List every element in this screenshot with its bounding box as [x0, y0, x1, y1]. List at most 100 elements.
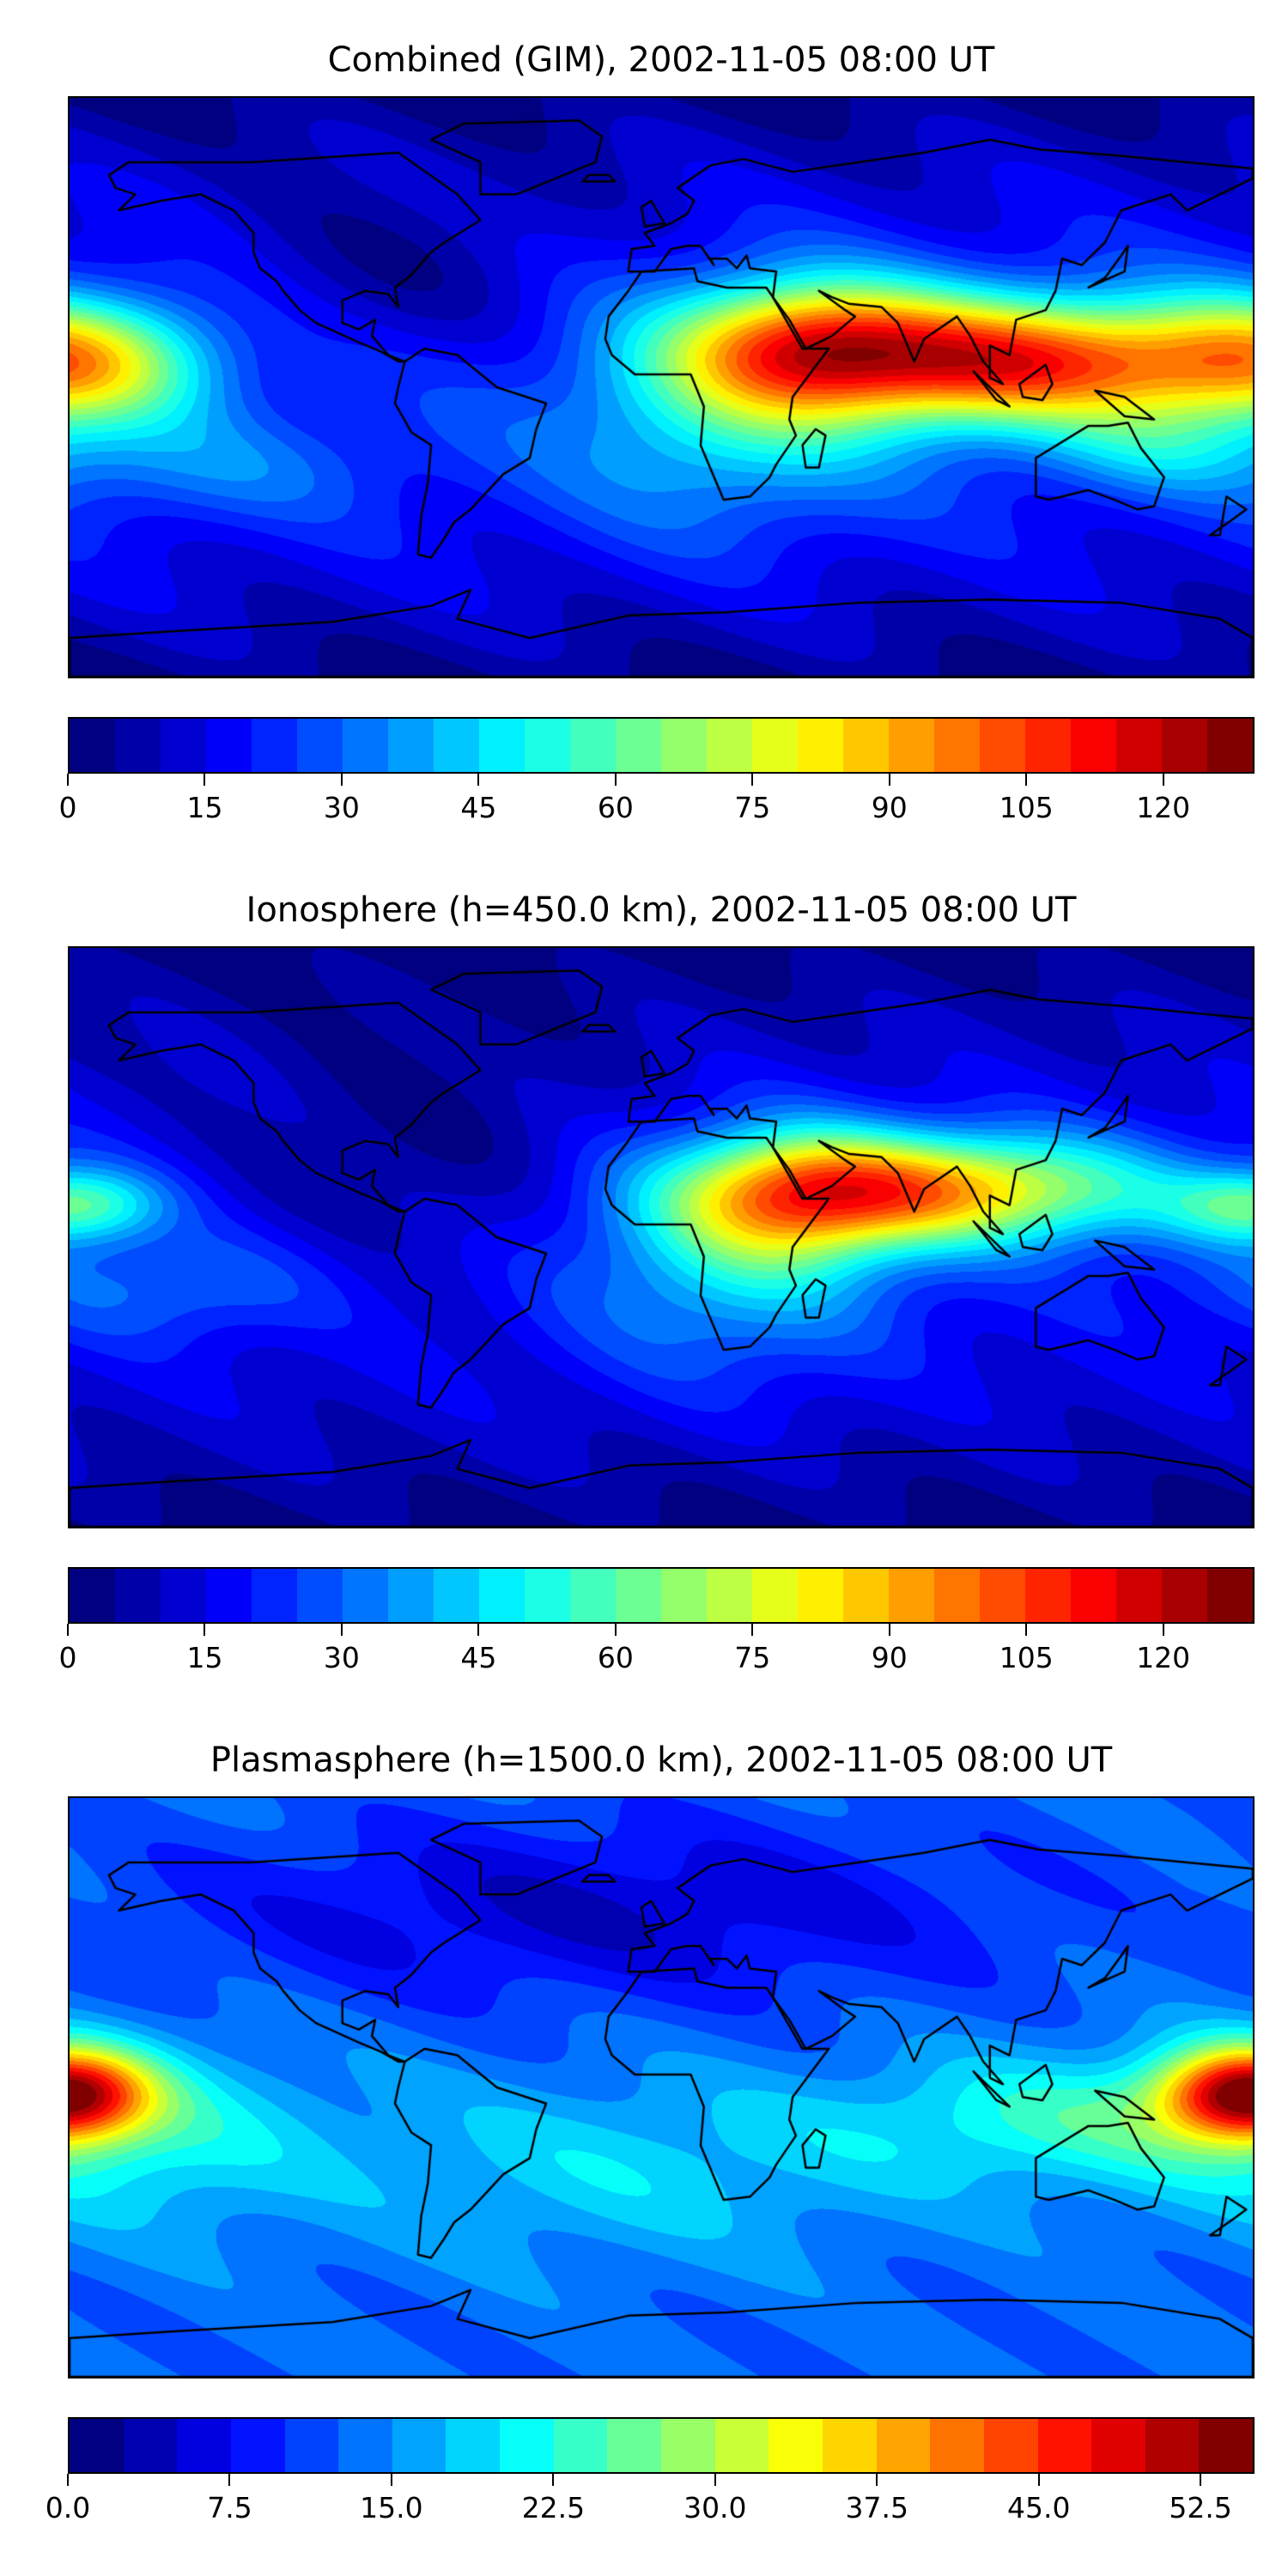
colorbar-bin: [570, 719, 616, 772]
colorbar-bin: [752, 1569, 798, 1622]
colorbar-tick: [614, 1624, 617, 1636]
colorbar-tick-label: 15: [186, 1641, 223, 1674]
colorbar-bin: [1037, 2419, 1092, 2472]
colorbar-tick-label: 105: [999, 791, 1054, 824]
colorbar-tick: [67, 1624, 69, 1636]
colorbar-tick-label: 120: [1136, 791, 1191, 824]
colorbar-bin: [798, 719, 843, 772]
colorbar-bin: [980, 719, 1025, 772]
colorbar-tick: [340, 1624, 343, 1636]
tec-contour-plasmasphere: [70, 1798, 1253, 2377]
colorbar-tick-label: 7.5: [207, 2491, 252, 2524]
colorbar-bin: [297, 719, 343, 772]
map-ionosphere: [68, 946, 1255, 1528]
colorbar-tick-label: 75: [734, 791, 771, 824]
colorbar-tick: [390, 2474, 392, 2486]
colorbar-tick-label: 75: [734, 1641, 771, 1674]
colorbar-bin: [889, 719, 934, 772]
panel-title-plasmasphere: Plasmasphere (h=1500.0 km), 2002-11-05 0…: [210, 1741, 1113, 1780]
colorbar-bin: [177, 2419, 231, 2472]
colorbar-tick: [477, 1624, 480, 1636]
colorbar-tick-label: 0: [58, 1641, 77, 1674]
colorbar-bin: [607, 2419, 662, 2472]
colorbar-bin: [434, 719, 479, 772]
colorbar-tick: [67, 2474, 69, 2486]
colorbar-bin: [983, 2419, 1038, 2472]
colorbar-ticks-plasmasphere: 0.0 7.5 15.0 22.5 30.0 37.5 45.0 52.5: [46, 2474, 1255, 2543]
colorbar-bin: [714, 2419, 769, 2472]
colorbar-bin: [707, 719, 752, 772]
colorbar-tick: [204, 774, 206, 786]
colorbar-tick-label: 37.5: [845, 2491, 909, 2524]
colorbar-bin: [1071, 719, 1116, 772]
colorbar-tick-label: 52.5: [1169, 2491, 1232, 2524]
colorbar-bin: [798, 1569, 843, 1622]
colorbar-tick: [1037, 2474, 1040, 2486]
colorbar-tick: [67, 774, 69, 786]
colorbar-bin: [525, 719, 570, 772]
colorbar-ticks-ionosphere: 0 15 30 45 60 75 90 105 120: [59, 1624, 1255, 1692]
colorbar-bin: [570, 1569, 616, 1622]
colorbar-bin: [1025, 719, 1071, 772]
colorbar-tick-label: 45.0: [1006, 2491, 1071, 2524]
colorbar-bin: [343, 1569, 388, 1622]
colorbar-plasmasphere: [68, 2417, 1255, 2474]
colorbar-bin: [661, 719, 707, 772]
colorbar-bin: [752, 719, 798, 772]
colorbar-bin: [1199, 2419, 1254, 2472]
colorbar-tick: [1025, 1624, 1028, 1636]
colorbar-bin: [434, 1569, 479, 1622]
colorbar-bin: [934, 719, 980, 772]
colorbar-bin: [661, 2419, 715, 2472]
colorbar-tick: [876, 2474, 878, 2486]
colorbar-bin: [446, 2419, 501, 2472]
colorbar-bin: [843, 719, 889, 772]
colorbar-bin: [930, 2419, 984, 2472]
colorbar-bin: [889, 1569, 934, 1622]
colorbar-bin: [616, 1569, 661, 1622]
colorbar-bin: [479, 1569, 525, 1622]
colorbar-tick: [614, 774, 617, 786]
colorbar-tick-label: 90: [871, 1641, 908, 1674]
colorbar-tick-label: 0.0: [45, 2491, 91, 2524]
colorbar-bin: [1091, 2419, 1145, 2472]
colorbar-tick: [888, 774, 890, 786]
colorbar-tick: [714, 2474, 716, 2486]
colorbar-tick: [228, 2474, 231, 2486]
colorbar-bin: [1145, 2419, 1200, 2472]
colorbar-bin: [338, 2419, 392, 2472]
tec-contour-ionosphere: [70, 948, 1253, 1527]
colorbar-tick: [888, 1624, 890, 1636]
colorbar-bin: [843, 1569, 889, 1622]
colorbar-tick: [1200, 2474, 1202, 2486]
colorbar-bin: [161, 719, 206, 772]
colorbar-bin: [1162, 1569, 1207, 1622]
colorbar-tick-label: 105: [999, 1641, 1054, 1674]
colorbar-bin: [115, 719, 161, 772]
map-plasmasphere: [68, 1796, 1255, 2379]
colorbar-tick: [1025, 774, 1028, 786]
colorbar-bin: [392, 2419, 447, 2472]
colorbar-tick: [751, 1624, 754, 1636]
colorbar-ionosphere: [68, 1567, 1255, 1624]
colorbar-tick-label: 30: [323, 1641, 360, 1674]
colorbar-tick-label: 60: [597, 1641, 634, 1674]
colorbar-bin: [70, 719, 115, 772]
colorbar-bin: [479, 719, 525, 772]
colorbar-tick: [751, 774, 754, 786]
colorbar-bin: [343, 719, 388, 772]
colorbar-tick-label: 30: [323, 791, 360, 824]
colorbar-tick: [1162, 774, 1164, 786]
colorbar-tick-label: 45: [460, 1641, 497, 1674]
colorbar-tick: [477, 774, 480, 786]
panel-title-combined: Combined (GIM), 2002-11-05 08:00 UT: [327, 40, 995, 80]
colorbar-bin: [388, 719, 434, 772]
colorbar-tick-label: 45: [460, 791, 497, 824]
map-combined: [68, 96, 1255, 678]
colorbar-bin: [161, 1569, 206, 1622]
colorbar-bin: [206, 1569, 252, 1622]
colorbar-tick-label: 22.5: [521, 2491, 586, 2524]
colorbar-bin: [707, 1569, 752, 1622]
colorbar-bin: [1071, 1569, 1116, 1622]
colorbar-bin: [252, 719, 297, 772]
